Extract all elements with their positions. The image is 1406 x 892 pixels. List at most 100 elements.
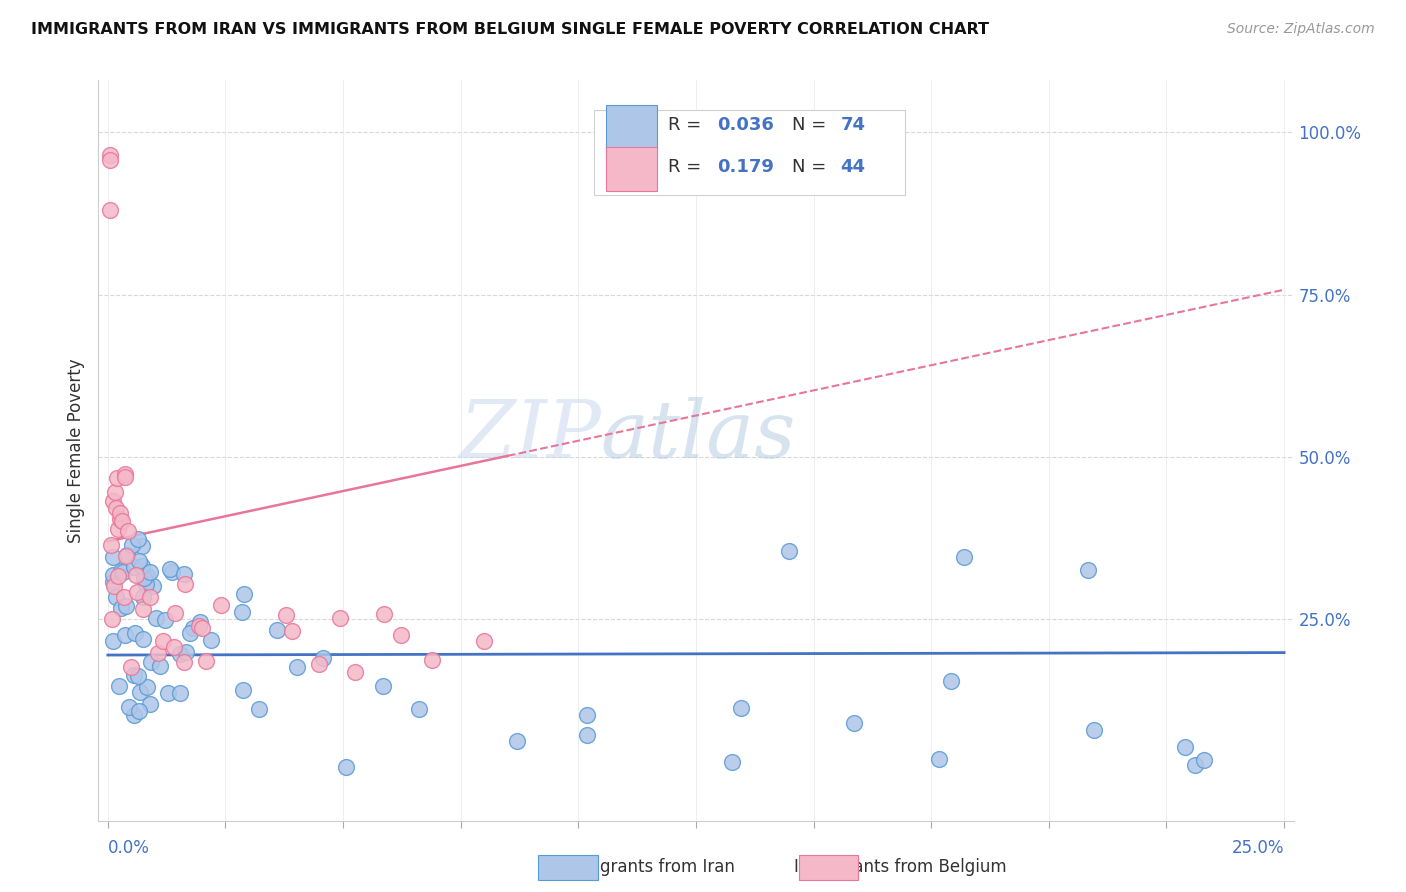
Point — [98, 153, 121, 167]
Point — [287, 660, 309, 674]
Point — [141, 655, 163, 669]
Point — [114, 628, 136, 642]
Point — [124, 568, 146, 582]
Point — [335, 760, 357, 774]
Point — [1083, 723, 1105, 738]
Point — [575, 728, 598, 742]
Point — [232, 587, 254, 601]
Point — [149, 659, 172, 673]
FancyBboxPatch shape — [595, 110, 905, 195]
Text: Source: ZipAtlas.com: Source: ZipAtlas.com — [1227, 22, 1375, 37]
Point — [131, 590, 153, 604]
Point — [98, 203, 121, 218]
Point — [122, 560, 145, 574]
Text: R =: R = — [668, 159, 707, 177]
Point — [1174, 740, 1197, 755]
Point — [231, 605, 253, 619]
Point — [371, 679, 394, 693]
Text: atlas: atlas — [600, 397, 796, 475]
Point — [266, 624, 288, 638]
Text: 25.0%: 25.0% — [1232, 838, 1284, 857]
Point — [169, 647, 191, 661]
Point — [112, 591, 135, 605]
Point — [730, 700, 752, 714]
Point — [134, 571, 156, 585]
Point — [117, 524, 139, 538]
Point — [101, 493, 124, 508]
Point — [152, 634, 174, 648]
Point — [104, 590, 127, 604]
Point — [127, 669, 149, 683]
Point — [101, 568, 124, 582]
Point — [173, 656, 195, 670]
Point — [159, 562, 181, 576]
Point — [107, 522, 129, 536]
Point — [329, 611, 352, 625]
Point — [124, 626, 146, 640]
Point — [187, 619, 209, 633]
Point — [1077, 563, 1099, 577]
Point — [121, 539, 143, 553]
Point — [344, 665, 367, 679]
Point — [506, 734, 529, 748]
Point — [128, 704, 150, 718]
Point — [195, 654, 218, 668]
Point — [107, 569, 129, 583]
Point — [952, 550, 974, 565]
Point — [111, 514, 134, 528]
Point — [308, 657, 330, 671]
Point — [129, 685, 152, 699]
Point — [128, 554, 150, 568]
Point — [138, 565, 160, 579]
Point — [108, 679, 131, 693]
Point — [281, 624, 304, 639]
Point — [191, 621, 214, 635]
Y-axis label: Single Female Poverty: Single Female Poverty — [67, 359, 86, 542]
Point — [139, 590, 162, 604]
Point — [104, 484, 127, 499]
Point — [115, 549, 138, 563]
Text: Immigrants from Iran: Immigrants from Iran — [558, 858, 735, 876]
Point — [136, 680, 159, 694]
Point — [188, 615, 211, 629]
Point — [125, 584, 148, 599]
Point — [115, 599, 138, 614]
Point — [110, 600, 132, 615]
Point — [163, 640, 186, 655]
Point — [103, 579, 125, 593]
Point — [120, 660, 142, 674]
Point — [1192, 753, 1215, 767]
Point — [720, 755, 742, 769]
Point — [247, 702, 270, 716]
Point — [173, 567, 195, 582]
Point — [101, 550, 124, 565]
Point — [179, 625, 201, 640]
Point — [153, 613, 176, 627]
FancyBboxPatch shape — [606, 105, 657, 149]
Point — [169, 686, 191, 700]
Point — [100, 538, 122, 552]
Text: 74: 74 — [841, 116, 866, 134]
Point — [122, 668, 145, 682]
Point — [110, 564, 132, 578]
Point — [472, 634, 495, 648]
Text: R =: R = — [668, 116, 707, 134]
Point — [105, 471, 128, 485]
Point — [408, 701, 430, 715]
Point — [160, 565, 183, 579]
Point — [232, 683, 254, 698]
Point — [1184, 757, 1206, 772]
Text: N =: N = — [792, 116, 831, 134]
Point — [108, 506, 131, 520]
Point — [163, 606, 186, 620]
Point — [101, 612, 124, 626]
Point — [108, 512, 131, 526]
Point — [132, 602, 155, 616]
Point — [420, 653, 443, 667]
Point — [132, 632, 155, 646]
Point — [131, 559, 153, 574]
Point — [122, 708, 145, 723]
Point — [98, 148, 121, 162]
Text: 0.0%: 0.0% — [108, 838, 149, 857]
Point — [142, 579, 165, 593]
